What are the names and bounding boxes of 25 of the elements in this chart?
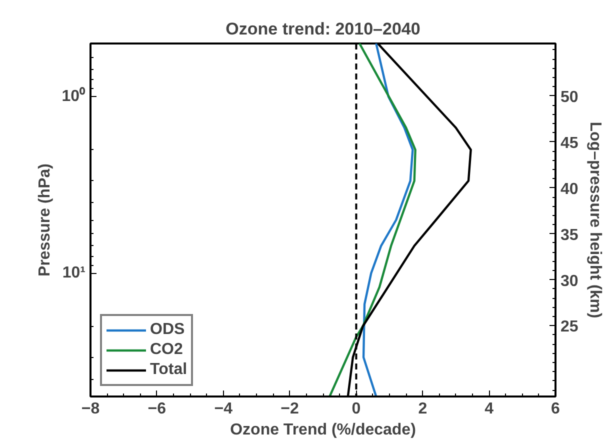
chart-title: Ozone trend: 2010–2040 <box>226 20 420 38</box>
y2-axis-title: Log–pressure height (km) <box>586 122 604 318</box>
y2-tick-label: 45 <box>560 134 578 152</box>
y2-tick-label: 35 <box>560 226 578 244</box>
y2-tick-label: 30 <box>560 272 578 290</box>
y-tick-label: 10⁰ <box>62 87 86 106</box>
x-tick-label: 0 <box>352 400 361 418</box>
x-axis-title: Ozone Trend (%/decade) <box>230 422 416 438</box>
x-tick-label: −6 <box>148 400 166 418</box>
x-tick-label: −2 <box>280 400 300 418</box>
y2-tick-label: 50 <box>560 88 578 106</box>
x-tick-label: −8 <box>81 400 100 418</box>
y2-tick-label: 40 <box>560 180 578 198</box>
legend-label: CO2 <box>150 341 183 359</box>
x-tick-label: 6 <box>551 400 560 418</box>
y-tick-label: 10¹ <box>62 264 86 282</box>
y2-tick-label: 25 <box>560 318 578 336</box>
x-tick-label: 2 <box>418 400 428 418</box>
x-tick-label: −4 <box>214 400 233 418</box>
x-tick-label: 4 <box>484 400 494 418</box>
line-series <box>362 44 414 396</box>
y-axis-title: Pressure (hPa) <box>36 164 54 276</box>
line-series <box>328 44 416 396</box>
legend-label: ODS <box>150 321 185 339</box>
legend-label: Total <box>150 361 188 379</box>
